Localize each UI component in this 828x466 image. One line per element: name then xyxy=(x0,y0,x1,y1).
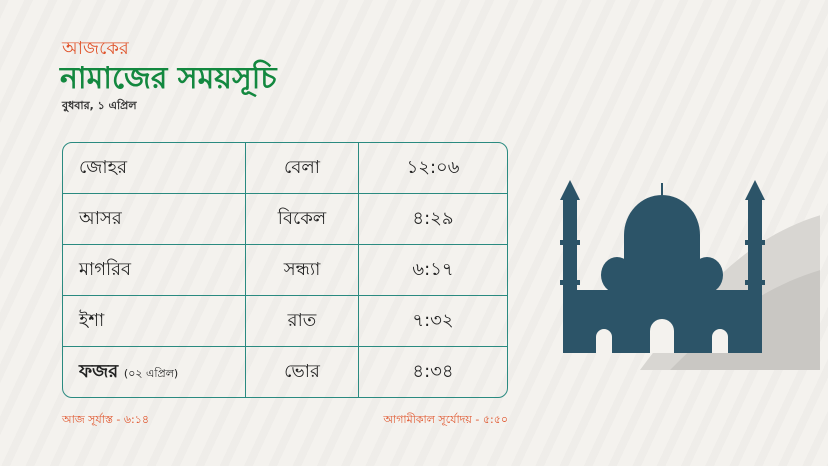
prayer-time: ৭:৩২ xyxy=(359,296,507,347)
table-row: জোহর বেলা ১২:০৬ xyxy=(63,143,507,194)
prayer-name: ইশা xyxy=(63,296,246,347)
sunrise-time: আগামীকাল সূর্যোদয় - ৫:৫০ xyxy=(383,413,508,426)
table-row: ইশা রাত ৭:৩২ xyxy=(63,296,507,347)
prayer-name: মাগরিব xyxy=(63,245,246,296)
prayer-name: জোহর xyxy=(63,143,246,194)
table-row: আসর বিকেল ৪:২৯ xyxy=(63,194,507,245)
prayer-period: সন্ধ্যা xyxy=(246,245,359,296)
date-note: (০২ এপ্রিল) xyxy=(123,366,179,380)
prayer-period: রাত xyxy=(246,296,359,347)
table-row: মাগরিব সন্ধ্যা ৬:১৭ xyxy=(63,245,507,296)
prayer-name: ফজর (০২ এপ্রিল) xyxy=(63,347,246,397)
table-row: ফজর (০২ এপ্রিল) ভোর ৪:৩৪ xyxy=(63,347,507,397)
prayer-period: ভোর xyxy=(246,347,359,397)
sunset-time: আজ সূর্যাস্ত - ৬:১৪ xyxy=(62,413,149,426)
prayer-time: ১২:০৬ xyxy=(359,143,507,194)
prayer-period: বিকেল xyxy=(246,194,359,245)
prayer-time: ৪:২৯ xyxy=(359,194,507,245)
mosque-icon xyxy=(560,180,820,370)
subtitle: আজকের xyxy=(62,38,129,59)
prayer-period: বেলা xyxy=(246,143,359,194)
prayer-time-table: জোহর বেলা ১২:০৬ আসর বিকেল ৪:২৯ মাগরিব সন্ধ্যা… xyxy=(62,142,508,398)
page-title: নামাজের সময়সূচি xyxy=(60,61,277,96)
prayer-time: ৬:১৭ xyxy=(359,245,507,296)
date: বুধবার, ১ এপ্রিল xyxy=(62,99,137,112)
prayer-time: ৪:৩৪ xyxy=(412,360,454,382)
prayer-name: আসর xyxy=(63,194,246,245)
